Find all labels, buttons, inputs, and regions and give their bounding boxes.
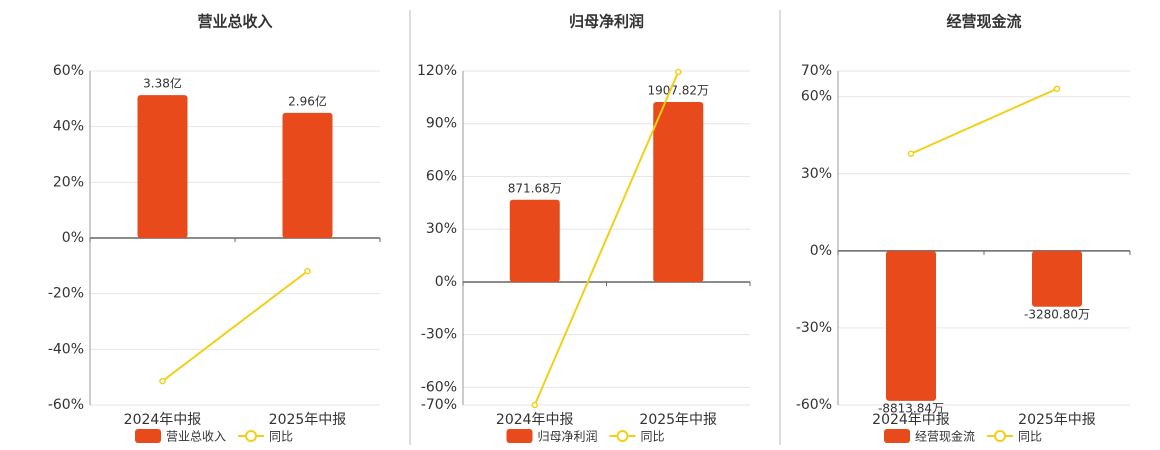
y-tick-label: -60% [48,397,84,413]
y-tick-label: 120% [417,63,457,79]
line [533,71,680,406]
x-tick-label: 2025年中报 [1018,412,1096,428]
line-point [1053,85,1061,92]
line-point [531,401,538,409]
y-tick-label: 90% [426,116,457,132]
bar [886,250,936,401]
bar [509,199,560,283]
y-tick-label: -60% [421,379,457,395]
chart-title: 经营现金流 [946,13,1021,31]
data-label: 1907.82万 [647,84,709,98]
legend-swatch [506,429,533,443]
y-tick-label: -20% [48,286,84,302]
x-tick-label: 2025年中报 [269,412,347,428]
y-tick-label: -70% [421,397,457,413]
y-tick-label: -60% [796,397,832,413]
y-tick-label: 60% [53,63,84,79]
line [161,270,309,382]
legend-swatch [994,430,1007,442]
y-tick-label: 60% [426,168,457,184]
legend-swatch [135,429,161,443]
data-label: 871.68万 [508,181,562,195]
y-tick-label: 0% [435,274,457,290]
x-tick-label: 2024年中报 [496,412,574,428]
y-tick-label: -40% [48,341,84,357]
bar [282,112,333,238]
chart-title: 归母净利润 [569,13,644,31]
legend-label: 同比 [269,430,293,444]
y-tick-label: 0% [810,243,832,259]
chart: 营业总收入 60% 40% 20% 0% -20% -40% -60% 2024年中报 2025年… [48,13,381,444]
chart-title: 营业总收入 [197,13,272,31]
legend-label: 经营现金流 [915,429,975,444]
data-label: -8813.84万 [878,401,944,415]
y-tick-label: 70% [801,63,832,79]
data-label: 3.38亿 [143,76,182,91]
y-tick-label: 30% [801,166,832,182]
legend-label: 营业总收入 [166,430,226,444]
legend-swatch [884,429,910,443]
y-tick-label: 30% [426,221,457,237]
y-tick-label: -30% [796,320,832,336]
data-label: -3280.80万 [1024,307,1090,321]
line-point [907,150,915,157]
y-tick-label: -30% [421,327,457,343]
bar [1032,250,1082,307]
x-tick-label: 2025年中报 [639,412,717,428]
y-tick-label: 0% [62,230,84,246]
y-tick-label: 20% [53,174,84,190]
y-tick-label: 60% [801,89,832,105]
data-label: 2.96亿 [288,93,327,108]
chart: 经营现金流 70% 60% 30% 0% -30% -60% 2024年中报 2025年中报 -8… [796,13,1131,444]
legend-swatch [245,430,258,442]
line-point [675,68,682,76]
x-tick-label: 2024年中报 [872,412,950,428]
legend-swatch [616,430,629,442]
legend-label: 归母净利润 [538,430,598,444]
chart: 归母净利润 120% 90% 60% 30% 0% -30% -60% -70% 2024年中报 2… [417,13,751,444]
y-tick-label: 40% [53,119,84,135]
line [910,87,1058,155]
x-tick-label: 2024年中报 [124,412,202,428]
line-point [304,267,311,275]
bar [137,95,188,239]
legend-label: 同比 [641,430,665,444]
line-point [159,377,166,385]
legend-label: 同比 [1018,430,1042,444]
bar [653,102,704,283]
